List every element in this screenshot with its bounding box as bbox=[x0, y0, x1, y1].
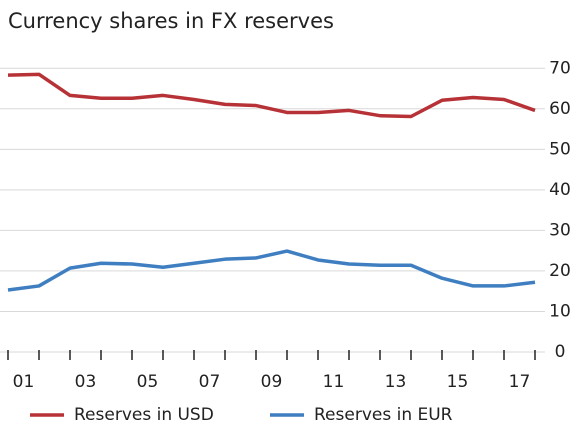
y-tick-label: 30 bbox=[549, 220, 571, 240]
x-tick-label: 03 bbox=[75, 372, 97, 392]
y-tick-label: 10 bbox=[549, 301, 571, 321]
x-tick-label: 01 bbox=[13, 372, 35, 392]
legend-label: Reserves in USD bbox=[74, 405, 214, 425]
y-tick-label: 60 bbox=[549, 99, 571, 119]
x-tick-label: 07 bbox=[199, 372, 221, 392]
legend-label: Reserves in EUR bbox=[314, 405, 453, 425]
line bbox=[7, 72, 536, 119]
x-tick-label: 09 bbox=[261, 372, 283, 392]
y-tick-label: 20 bbox=[549, 261, 571, 281]
x-tick-label: 05 bbox=[137, 372, 159, 392]
x-tick-label: 15 bbox=[447, 372, 469, 392]
y-tick-label: 50 bbox=[549, 139, 571, 159]
x-tick-label: 11 bbox=[323, 372, 345, 392]
chart-title: Currency shares in FX reserves bbox=[8, 9, 334, 33]
y-tick-label: 0 bbox=[555, 342, 566, 362]
x-tick-label: 13 bbox=[385, 372, 407, 392]
line bbox=[7, 249, 536, 292]
x-tick-label: 17 bbox=[509, 372, 531, 392]
y-tick-label: 70 bbox=[549, 58, 571, 78]
y-tick-label: 40 bbox=[549, 180, 571, 200]
